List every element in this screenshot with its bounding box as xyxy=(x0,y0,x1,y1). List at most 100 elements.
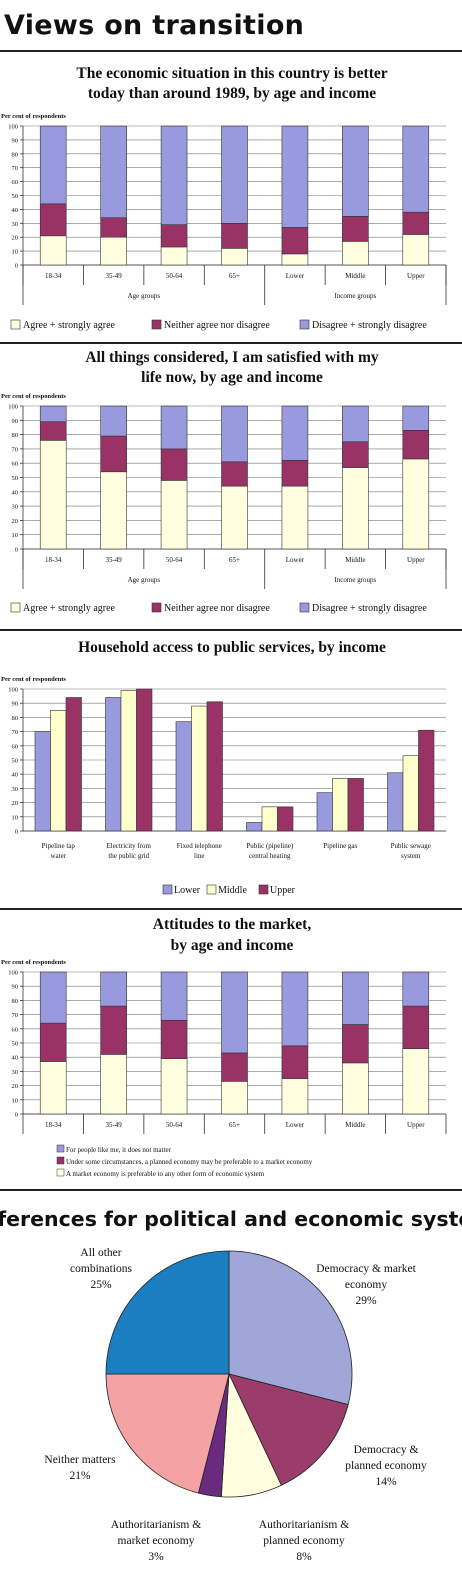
bar-segment xyxy=(402,430,430,460)
bar-segment xyxy=(221,405,248,463)
y-tick-label: 80 xyxy=(12,151,19,158)
divider-2 xyxy=(0,629,462,631)
y-tick-label: 80 xyxy=(12,715,19,722)
y-tick-label: 90 xyxy=(12,137,19,144)
bar-segment xyxy=(342,405,369,443)
bar-segment xyxy=(100,435,127,473)
bar xyxy=(316,792,333,832)
x-tick-label: 18-34 xyxy=(45,272,62,280)
bar-segment xyxy=(100,1005,127,1055)
chart-title: Preferences for political and economic s… xyxy=(0,1207,462,1231)
legend-label: Neither agree nor disagree xyxy=(164,320,270,331)
x-tick-label: 18-34 xyxy=(45,556,62,564)
chart-public-services: Household access to public services, by … xyxy=(1,639,446,896)
y-tick-label: 50 xyxy=(12,1041,19,1048)
x-tick-label: Upper xyxy=(407,1121,425,1129)
bar xyxy=(418,729,435,832)
bar xyxy=(175,721,192,832)
x-tick-label: Upper xyxy=(407,272,425,280)
bar-segment xyxy=(281,405,309,461)
y-tick-label: 20 xyxy=(12,235,19,242)
y-tick-label: 40 xyxy=(12,772,19,779)
pie-slice xyxy=(105,1250,230,1375)
chart-market-attitudes: Attitudes to the market, by age and incom… xyxy=(1,916,447,1178)
bar-segment xyxy=(342,1062,369,1115)
chart-title: today than around 1989, by age and incom… xyxy=(88,85,376,102)
y-tick-label: 100 xyxy=(8,404,18,411)
x-tick-label: Fixed telephone xyxy=(177,842,222,850)
x-tick-label: 65+ xyxy=(229,272,240,280)
bar-segment xyxy=(281,227,309,255)
x-tick-label: system xyxy=(401,852,421,860)
y-tick-label: 90 xyxy=(12,701,19,708)
divider-3 xyxy=(0,908,462,910)
bar-segment xyxy=(160,1058,188,1115)
legend-label: Upper xyxy=(270,885,296,896)
y-tick-label: 90 xyxy=(12,984,19,991)
y-tick-label: 50 xyxy=(12,475,19,482)
bar xyxy=(402,755,419,832)
legend-label: Disagree + strongly disagree xyxy=(312,603,427,614)
x-tick-label: Upper xyxy=(407,556,425,564)
slice-label: Democracy & market xyxy=(316,1263,416,1275)
bar-segment xyxy=(342,1024,369,1064)
chart-title: The economic situation in this country i… xyxy=(76,65,387,82)
bar-segment xyxy=(160,224,188,248)
bar-segment xyxy=(160,480,188,550)
slice-label: planned economy xyxy=(263,1535,345,1547)
bar-segment xyxy=(342,125,369,217)
legend-swatch xyxy=(299,319,310,330)
bar-segment xyxy=(281,460,309,487)
legend-swatch xyxy=(56,1168,65,1177)
page-title: Views on transition xyxy=(4,10,305,41)
legend-label: Neither agree nor disagree xyxy=(164,603,270,614)
bar-segment xyxy=(221,485,248,550)
bar-segment xyxy=(402,211,430,235)
bar-segment xyxy=(402,1048,430,1115)
bar-segment xyxy=(100,1054,127,1115)
bar-segment xyxy=(281,971,309,1047)
bar-segment xyxy=(221,1081,248,1115)
bar-segment xyxy=(402,234,430,266)
legend-label: Disagree + strongly disagree xyxy=(312,320,427,331)
y-tick-label: 60 xyxy=(12,743,19,750)
bar-segment xyxy=(39,1061,67,1115)
bar-segment xyxy=(402,125,430,213)
bar xyxy=(136,688,153,832)
bar-segment xyxy=(342,467,369,550)
x-tick-label: 35-49 xyxy=(105,556,122,564)
x-tick-label: line xyxy=(194,852,205,860)
slice-label: combinations xyxy=(70,1263,132,1275)
legend-swatch xyxy=(162,884,173,895)
page-title-rule xyxy=(0,50,462,52)
y-tick-label: 80 xyxy=(12,998,19,1005)
bar-segment xyxy=(160,246,188,266)
pie-slice xyxy=(105,1373,230,1494)
x-tick-label: 35-49 xyxy=(105,272,122,280)
x-tick-label: 65+ xyxy=(229,556,240,564)
bar xyxy=(387,772,404,832)
x-tick-label: Pipeline tap xyxy=(42,842,76,850)
x-tick-label: 50-64 xyxy=(166,556,183,564)
legend-swatch xyxy=(151,319,162,330)
y-tick-label: 40 xyxy=(12,489,19,496)
group-label: Age groups xyxy=(128,576,161,584)
bar-segment xyxy=(160,1019,188,1059)
y-tick-label: 10 xyxy=(12,249,19,256)
bar-segment xyxy=(342,971,369,1025)
chart-economic-situation: The economic situation in this country i… xyxy=(1,65,447,331)
bar-segment xyxy=(39,405,67,423)
bar-segment xyxy=(221,223,248,249)
bar-segment xyxy=(39,971,67,1024)
y-tick-label: 10 xyxy=(12,814,19,821)
x-tick-label: 50-64 xyxy=(166,272,183,280)
legend-label: Middle xyxy=(218,885,247,896)
y-tick-label: 0 xyxy=(15,263,18,270)
bar-segment xyxy=(39,235,67,266)
legend-label: Agree + strongly agree xyxy=(23,320,116,331)
x-tick-label: 35-49 xyxy=(105,1121,122,1129)
y-tick-label: 10 xyxy=(12,1097,19,1104)
slice-label: 21% xyxy=(69,1470,91,1482)
bar-segment xyxy=(281,1078,309,1115)
